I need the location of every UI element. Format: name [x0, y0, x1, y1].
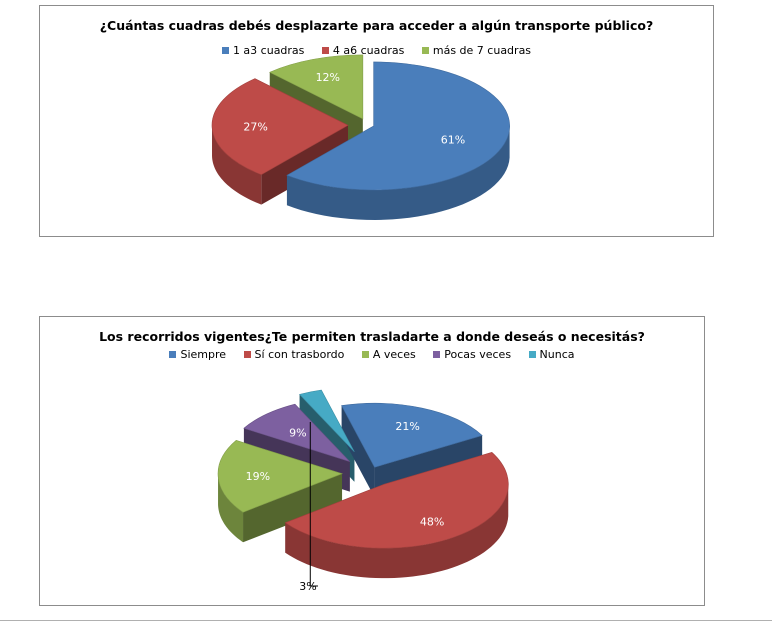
pie-chart-coverage: 21% 48% 19% 9% 3% — [217, 389, 509, 593]
pie-chart-distance: 61% 27% 12% — [211, 54, 510, 220]
leader-line — [309, 421, 318, 587]
legend-entry-siempre: Siempre — [169, 348, 226, 361]
legend-label: 4 a6 cuadras — [332, 44, 405, 57]
legend-label: 1 a3 cuadras — [232, 44, 305, 57]
data-label: 3% — [299, 580, 316, 593]
data-label: 12% — [316, 71, 340, 84]
data-label: 48% — [420, 516, 444, 529]
pie-slice-side — [341, 405, 375, 498]
pie-slice-m-s-de-7-cuadras — [269, 54, 364, 120]
legend-swatch — [169, 351, 177, 358]
legend-swatch — [321, 47, 329, 54]
chart-legend: 1 a3 cuadras 4 a6 cuadras más de 7 cuadr… — [40, 44, 713, 57]
data-label: 19% — [246, 470, 270, 483]
legend-swatch — [433, 351, 441, 358]
data-label: 21% — [395, 420, 419, 433]
pie-slice-rim — [285, 486, 509, 579]
legend-entry-nunca: Nunca — [528, 348, 575, 361]
window-bottom-border — [0, 620, 772, 621]
chart-title: Los recorridos vigentes¿Te permiten tras… — [99, 329, 645, 344]
legend-entry-4-6-cuadras: 4 a6 cuadras — [321, 44, 405, 57]
legend-entry-pocas-veces: Pocas veces — [433, 348, 511, 361]
legend-entry-si-con-trasbordo: Sí con trasbordo — [243, 348, 345, 361]
chart-transport-distance: ¿Cuántas cuadras debés desplazarte para … — [39, 5, 714, 237]
legend-swatch — [528, 351, 536, 358]
pie-slice-1-a3-cuadras — [286, 61, 510, 191]
legend-label: Siempre — [180, 348, 227, 361]
chart-title: ¿Cuántas cuadras debés desplazarte para … — [99, 18, 654, 33]
legend-entry-a-veces: A veces — [361, 348, 416, 361]
legend-label: más de 7 cuadras — [432, 44, 532, 57]
pie-slice-nunca — [298, 389, 355, 452]
legend-label: Nunca — [539, 348, 575, 361]
data-label: 9% — [289, 426, 306, 439]
legend-swatch — [361, 351, 369, 358]
legend-entry-mas-7-cuadras: más de 7 cuadras — [421, 44, 532, 57]
pie-slice-s-con-trasbordo — [284, 452, 509, 549]
legend-entry-1-3-cuadras: 1 a3 cuadras — [221, 44, 305, 57]
data-label: 61% — [441, 133, 465, 146]
pie-slice-side — [243, 473, 343, 543]
legend-swatch — [221, 47, 229, 54]
chart-legend: Siempre Sí con trasbordo A veces Pocas v… — [40, 348, 704, 361]
pie-slice-rim — [286, 127, 510, 220]
pie-slice-rim — [212, 125, 262, 205]
legend-label: Pocas veces — [444, 348, 512, 361]
legend-label: A veces — [372, 348, 416, 361]
pie-slice-siempre — [341, 402, 483, 468]
legend-swatch — [243, 351, 251, 358]
chart-route-coverage: Los recorridos vigentes¿Te permiten tras… — [39, 316, 705, 606]
pie-slice-pocas-veces — [243, 403, 350, 462]
legend-swatch — [421, 47, 429, 54]
pie-slice-a-veces — [217, 440, 343, 513]
legend-label: Sí con trasbordo — [254, 348, 345, 361]
pie-slice-4-a6-cuadras — [211, 78, 349, 175]
data-label: 27% — [243, 121, 267, 134]
pie-slice-rim — [218, 474, 244, 543]
